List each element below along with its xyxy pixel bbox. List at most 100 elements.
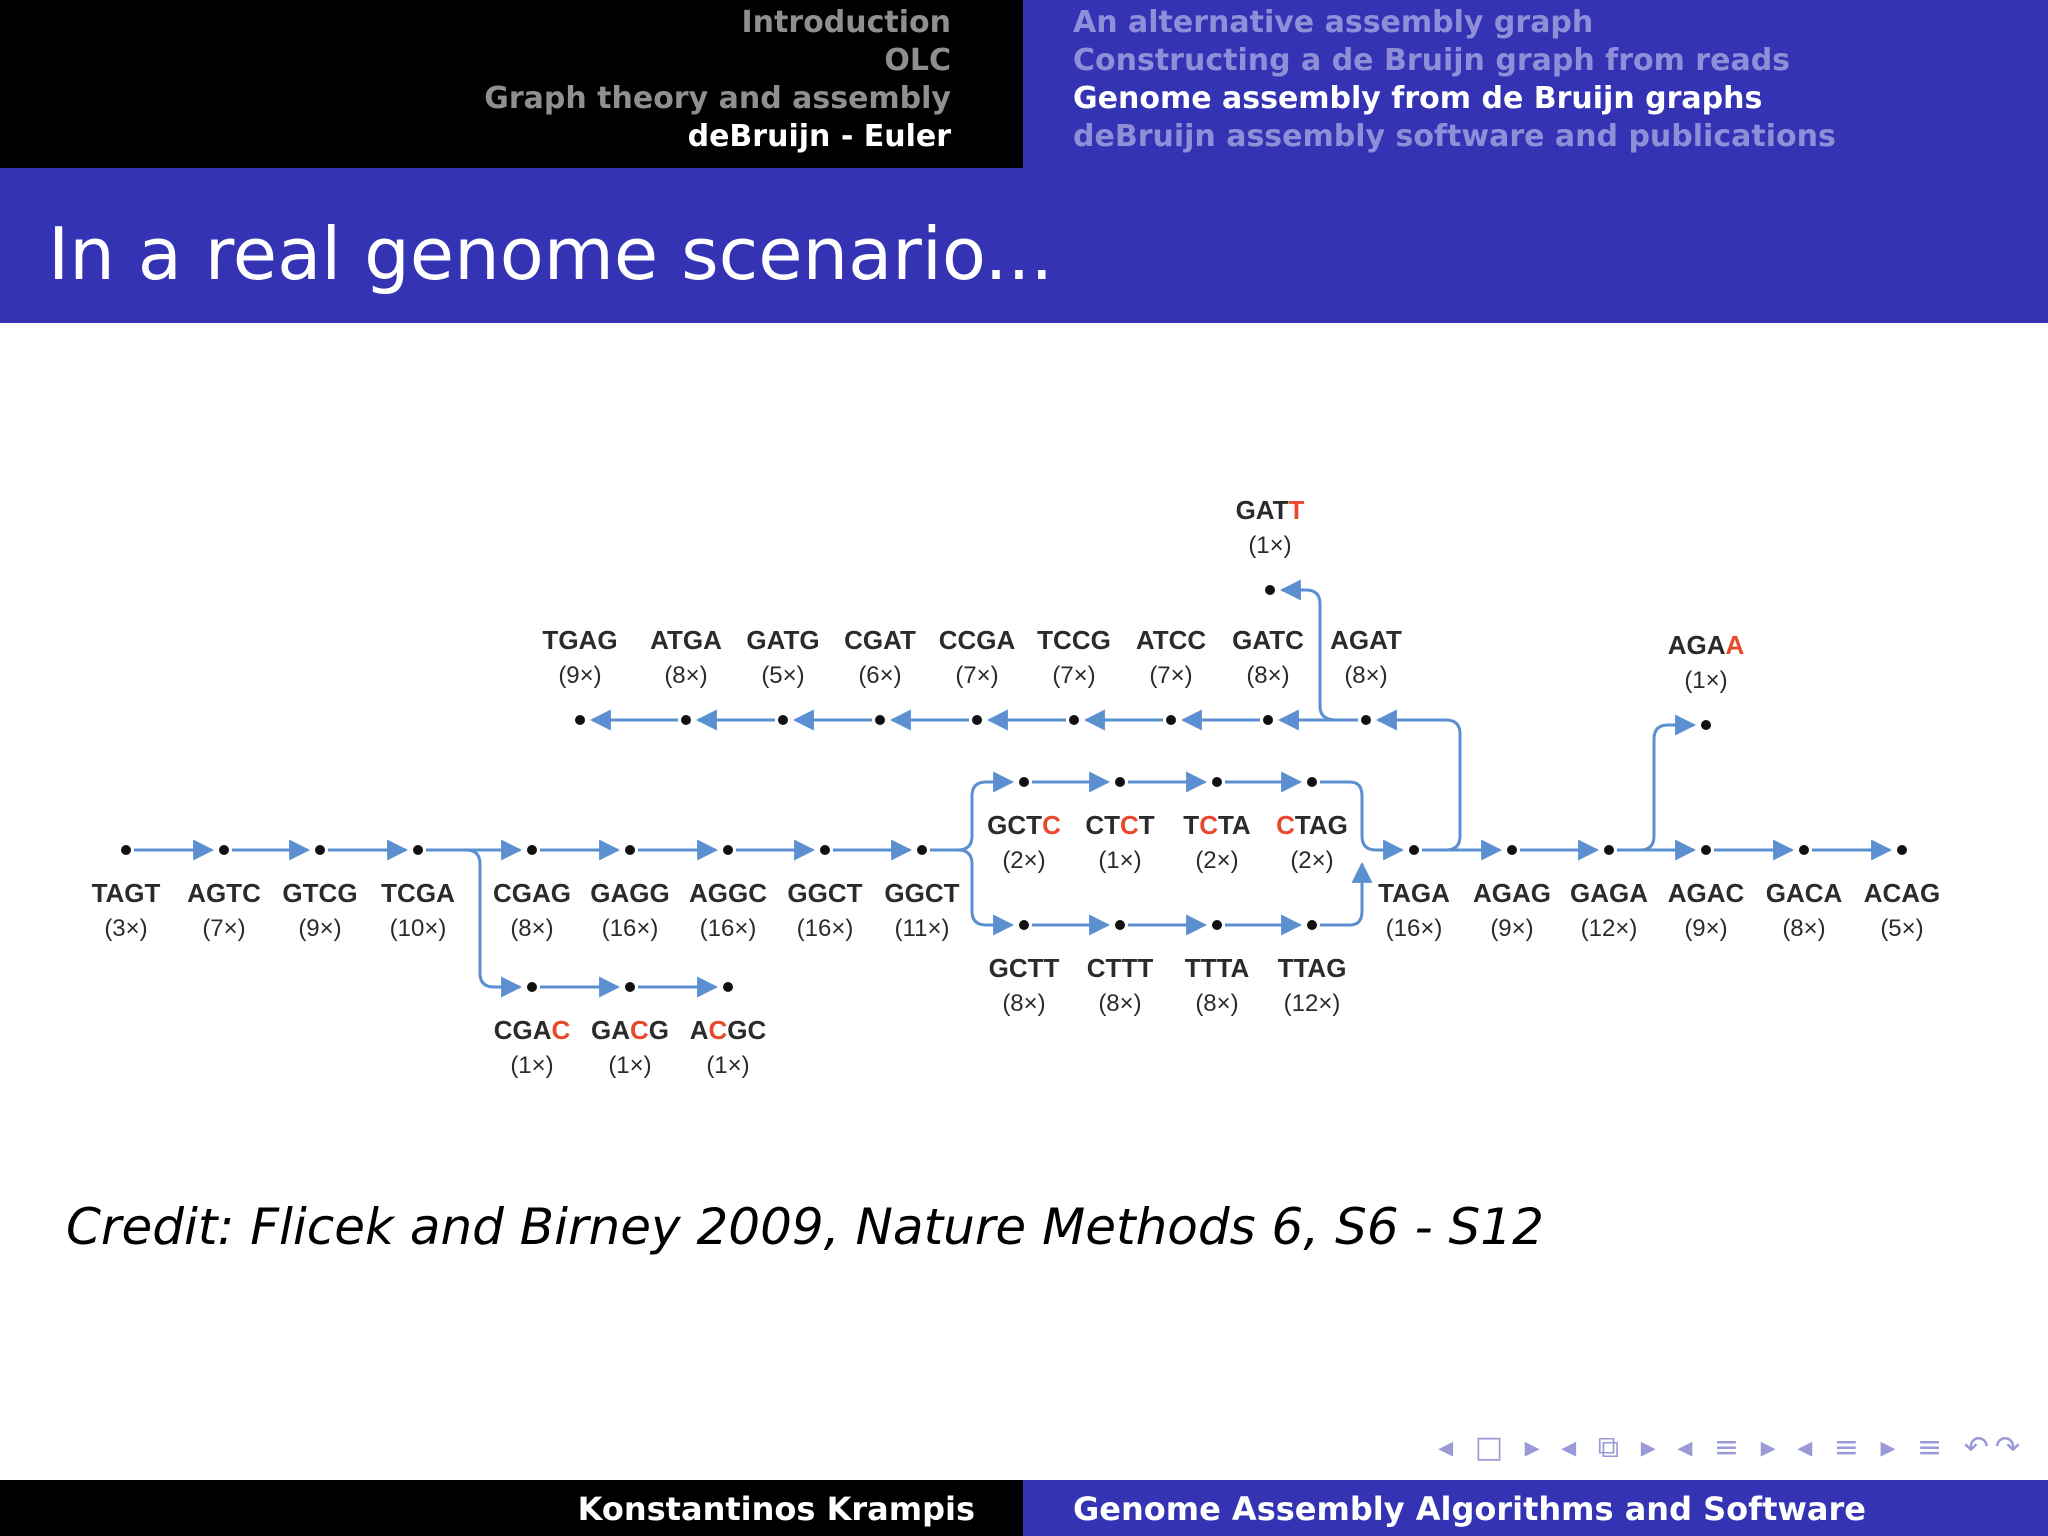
graph-node-ctct [1115,777,1125,787]
footer-title: Genome Assembly Algorithms and Software [1073,1490,1866,1528]
graph-node-tcga [413,845,423,855]
graph-node-ttag [1307,920,1317,930]
kmer-count-label: (16×) [602,915,659,942]
graph-node-gatg [778,715,788,725]
kmer-count-label: (2×) [1002,847,1045,874]
footer: Konstantinos Krampis Genome Assembly Alg… [0,1480,2048,1536]
graph-node-gatt [1265,585,1275,595]
kmer-count-label: (8×) [1002,990,1045,1017]
nav-subsection-genome-assembly[interactable]: Genome assembly from de Bruijn graphs [1073,81,1763,116]
kmer-label: AGAA [1668,630,1745,660]
de-bruijn-graph-diagram: TAGT (3×) AGTC (7×) GTCG (9×) TCGA (10×) CGAG (8×… [92,495,1941,1079]
graph-node-agaa [1701,720,1711,730]
title-bar: In a real genome scenario... [0,168,2048,323]
nav-subsection-constructing[interactable]: Constructing a de Bruijn graph from read… [1073,43,1791,78]
kmer-label: TAGT [92,878,161,908]
kmer-label: AGGC [689,878,767,908]
graph-node-acgc [723,982,733,992]
kmer-count-label: (8×) [1246,662,1289,689]
kmer-label: TCTA [1183,810,1251,840]
kmer-count-label: (2×) [1195,847,1238,874]
graph-node-tgag [575,715,585,725]
graph-node-atcc [1166,715,1176,725]
kmer-label: GCTT [989,953,1060,983]
nav-subsection-alternative-graph[interactable]: An alternative assembly graph [1073,5,1594,40]
graph-node-agac [1701,845,1711,855]
kmer-count-label: (7×) [1052,662,1095,689]
kmer-count-label: (7×) [955,662,998,689]
subsection-nav-list: An alternative assembly graph Constructi… [1073,4,1836,156]
kmer-label: ATGA [650,625,722,655]
kmer-count-label: (1×) [608,1052,651,1079]
graph-node-gaga [1604,845,1614,855]
image-credit: Credit: Flicek and Birney 2009, Nature M… [66,1198,1544,1256]
kmer-label: GACA [1766,878,1843,908]
kmer-label: GATT [1236,495,1305,525]
graph-node-cttt [1115,920,1125,930]
beamer-navigation-icons[interactable]: ◂ □ ▸ ◂ ⧉ ▸ ◂ ≡ ▸ ◂ ≡ ▸ ≡ ↶↷ [1438,1430,2026,1465]
kmer-count-label: (8×) [1098,990,1141,1017]
edge-gaga-agaa [1617,714,1697,852]
kmer-count-label: (16×) [700,915,757,942]
kmer-label: GGCT [884,878,959,908]
kmer-label: TCCG [1037,625,1111,655]
nav-section-graph-theory[interactable]: Graph theory and assembly [484,81,951,116]
kmer-count-label: (9×) [558,662,601,689]
kmer-count-label: (5×) [1880,915,1923,942]
graph-node-taga [1409,845,1419,855]
kmer-count-label: (8×) [1344,662,1387,689]
kmer-count-label: (7×) [202,915,245,942]
edge-tcga-cgac [426,848,523,998]
kmer-label: TTTA [1185,953,1250,983]
kmer-count-label: (8×) [1782,915,1825,942]
footer-right: Genome Assembly Algorithms and Software [1023,1480,2048,1536]
nav-section-introduction[interactable]: Introduction [741,5,951,40]
kmer-label: GACG [591,1015,669,1045]
kmer-label: CTTT [1087,953,1154,983]
graph-node-cgat [875,715,885,725]
kmer-count-label: (1×) [1098,847,1141,874]
kmer-label: CGAG [493,878,571,908]
kmer-label: GATC [1232,625,1304,655]
slide-title: In a real genome scenario... [48,212,1054,296]
graph-node-agat [1361,715,1371,725]
kmer-label: AGAG [1473,878,1551,908]
kmer-count-label: (1×) [1248,532,1291,559]
kmer-count-label: (5×) [761,662,804,689]
graph-node-ggct2 [917,845,927,855]
kmer-label: ACAG [1864,878,1941,908]
kmer-count-label: (3×) [104,915,147,942]
graph-node-cgag [527,845,537,855]
graph-node-atga [681,715,691,725]
kmer-label: GAGA [1570,878,1648,908]
kmer-label: CTCT [1085,810,1154,840]
graph-node-ttta [1212,920,1222,930]
kmer-label: CTAG [1276,810,1348,840]
graph-node-tagt [121,845,131,855]
kmer-label: ACGC [690,1015,767,1045]
graph-node-acag [1897,845,1907,855]
graph-node-gctt [1019,920,1029,930]
edge-agat-gatt [1279,579,1337,722]
kmer-count-label: (12×) [1581,915,1638,942]
edge-ggct2-gctt [930,848,1015,936]
section-nav-list: Introduction OLC Graph theory and assemb… [484,4,951,156]
kmer-label: CCGA [939,625,1016,655]
kmer-count-label: (8×) [1195,990,1238,1017]
section-nav: Introduction OLC Graph theory and assemb… [0,0,1023,168]
nav-subsection-software[interactable]: deBruijn assembly software and publicati… [1073,119,1836,154]
kmer-count-label: (9×) [1490,915,1533,942]
kmer-count-label: (6×) [858,662,901,689]
kmer-label: CGAT [844,625,916,655]
nav-section-olc[interactable]: OLC [884,43,951,78]
kmer-label: GCTC [987,810,1061,840]
nav-section-debruijn-euler[interactable]: deBruijn - Euler [687,119,951,154]
graph-node-tcta [1212,777,1222,787]
edge-ttag-taga [1320,861,1373,927]
kmer-count-label: (1×) [706,1052,749,1079]
kmer-label: GTCG [282,878,357,908]
graph-node-gagg [625,845,635,855]
kmer-count-label: (16×) [1386,915,1443,942]
kmer-label: AGTC [187,878,261,908]
graph-node-agtc [219,845,229,855]
